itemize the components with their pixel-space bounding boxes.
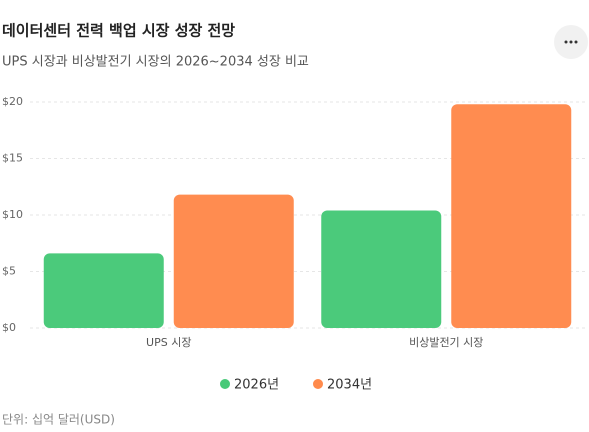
legend-label: 2026년 <box>234 378 279 393</box>
bar <box>43 253 164 328</box>
chart-title: 데이터센터 전력 백업 시장 성장 전망 <box>2 22 235 40</box>
legend-swatch <box>220 379 230 389</box>
x-tick-label: 비상발전기 시장 <box>409 336 483 349</box>
menu-button[interactable] <box>554 25 588 59</box>
y-tick-label: $15 <box>2 152 23 165</box>
chart-subtitle: UPS 시장과 비상발전기 시장의 2026~2034 성장 비교 <box>2 55 309 70</box>
y-tick-label: $0 <box>2 321 16 334</box>
y-tick-label: $5 <box>2 265 16 278</box>
unit-note: 단위: 십억 달러(USD) <box>2 413 115 427</box>
legend-label: 2034년 <box>327 378 372 393</box>
menu-dot <box>569 40 573 44</box>
y-tick-label: $20 <box>2 95 23 108</box>
menu-dot <box>574 40 578 44</box>
bar <box>451 104 572 328</box>
bar <box>173 194 294 328</box>
y-tick-label: $10 <box>2 208 23 221</box>
menu-dot <box>564 40 568 44</box>
bar <box>321 210 442 328</box>
legend-swatch <box>313 379 323 389</box>
x-tick-label: UPS 시장 <box>146 336 191 349</box>
